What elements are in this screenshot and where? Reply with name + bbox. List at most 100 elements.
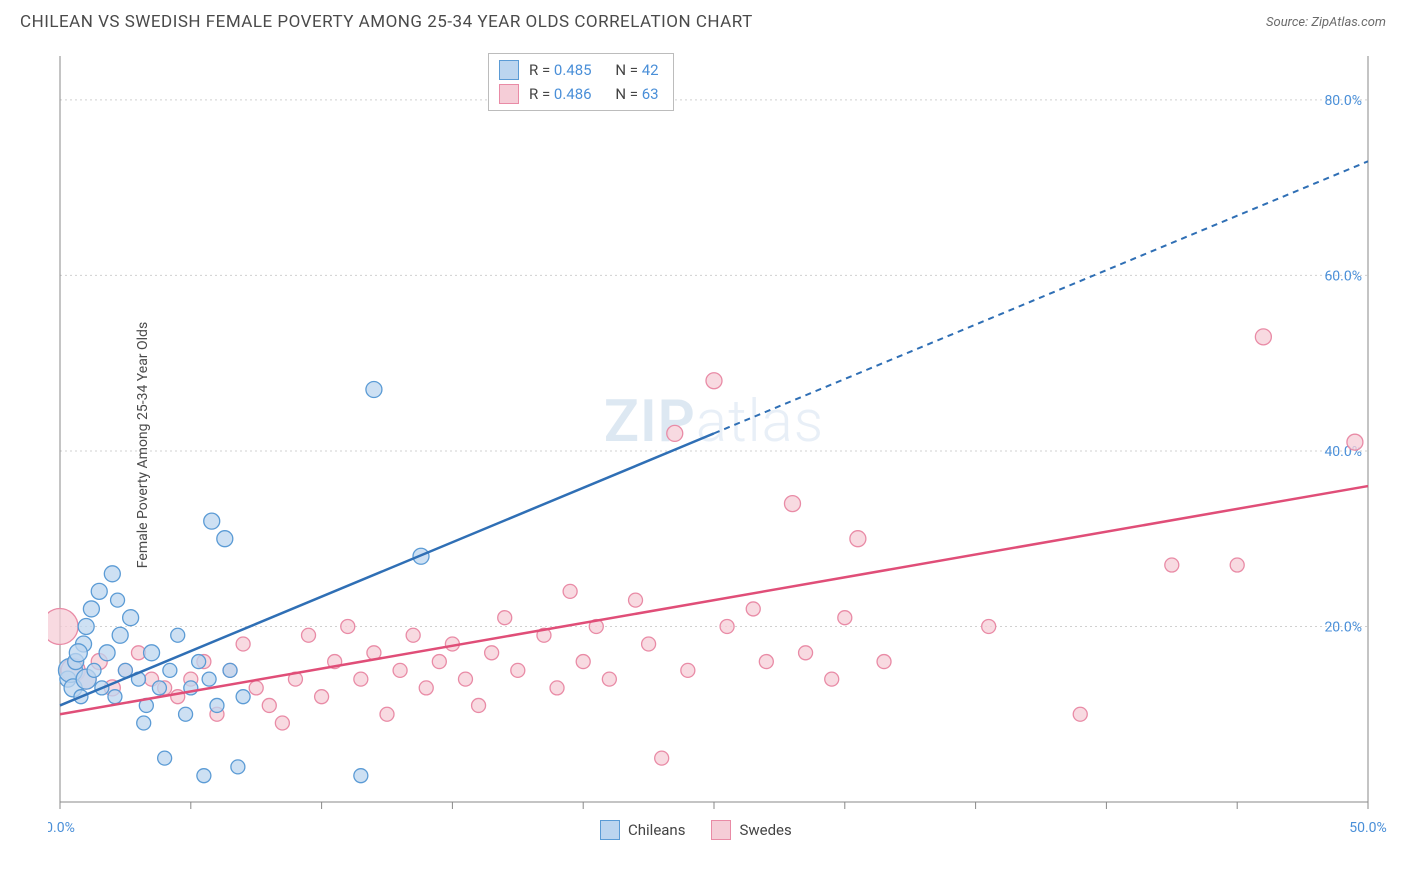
data-point <box>655 751 669 765</box>
data-point <box>1255 329 1271 345</box>
data-point <box>315 690 329 704</box>
stat-r-value: 0.486 <box>554 85 592 103</box>
data-point <box>1165 558 1179 572</box>
stat-n-label: N = 63 <box>615 82 658 106</box>
data-point <box>784 496 800 512</box>
data-point <box>825 672 839 686</box>
data-point <box>104 566 120 582</box>
data-point <box>706 373 722 389</box>
legend-label: Swedes <box>739 821 791 839</box>
data-point <box>108 690 122 704</box>
data-point <box>406 628 420 642</box>
chart-title: CHILEAN VS SWEDISH FEMALE POVERTY AMONG … <box>20 12 753 32</box>
data-point <box>163 663 177 677</box>
data-point <box>99 645 115 661</box>
stat-r-label: R = 0.486 <box>529 82 592 106</box>
stat-r-value: 0.485 <box>554 61 592 79</box>
stat-n-value: 42 <box>642 61 659 79</box>
data-point <box>380 707 394 721</box>
data-point <box>1347 434 1363 450</box>
data-point <box>393 663 407 677</box>
data-point <box>602 672 616 686</box>
data-point <box>746 602 760 616</box>
chart-container: Female Poverty Among 25-34 Year Olds 20.… <box>48 50 1388 840</box>
data-point <box>799 646 813 660</box>
data-point <box>759 655 773 669</box>
data-point <box>112 627 128 643</box>
data-point <box>472 698 486 712</box>
data-point <box>838 611 852 625</box>
data-point <box>629 593 643 607</box>
svg-text:50.0%: 50.0% <box>1349 820 1387 836</box>
data-point <box>236 690 250 704</box>
svg-text:20.0%: 20.0% <box>1324 619 1362 635</box>
trend-line <box>60 486 1368 714</box>
legend-item-swedes: Swedes <box>711 820 791 840</box>
scatter-chart: 20.0%40.0%60.0%80.0%ZIPatlas0.0%50.0% <box>48 50 1388 840</box>
svg-text:ZIPatlas: ZIPatlas <box>604 388 824 456</box>
data-point <box>275 716 289 730</box>
data-point <box>850 531 866 547</box>
stats-legend: R = 0.485 N = 42 R = 0.486 N = 63 <box>488 53 674 111</box>
data-point <box>204 513 220 529</box>
data-point <box>576 655 590 669</box>
data-point <box>152 681 166 695</box>
data-point <box>123 610 139 626</box>
data-point <box>217 531 233 547</box>
data-point <box>158 751 172 765</box>
svg-text:60.0%: 60.0% <box>1324 268 1362 284</box>
svg-text:0.0%: 0.0% <box>48 820 75 836</box>
data-point <box>498 611 512 625</box>
data-point <box>667 425 683 441</box>
trend-line <box>60 433 714 705</box>
data-point <box>1073 707 1087 721</box>
data-point <box>197 769 211 783</box>
data-point <box>179 707 193 721</box>
data-point <box>87 663 101 677</box>
data-point <box>262 698 276 712</box>
data-point <box>144 645 160 661</box>
data-point <box>432 655 446 669</box>
data-point <box>223 663 237 677</box>
stat-r-label: R = 0.485 <box>529 58 592 82</box>
data-point <box>419 681 433 695</box>
data-point <box>48 608 78 644</box>
data-point <box>210 698 224 712</box>
svg-text:80.0%: 80.0% <box>1324 93 1362 109</box>
stats-row-chileans: R = 0.485 N = 42 <box>499 58 659 82</box>
data-point <box>1230 558 1244 572</box>
data-point <box>877 655 891 669</box>
data-point <box>366 382 382 398</box>
source-attribution: Source: ZipAtlas.com <box>1266 15 1386 30</box>
data-point <box>231 760 245 774</box>
swatch-chileans <box>499 60 519 80</box>
data-point <box>485 646 499 660</box>
data-point <box>171 628 185 642</box>
data-point <box>982 619 996 633</box>
data-point <box>550 681 564 695</box>
data-point <box>192 655 206 669</box>
data-point <box>202 672 216 686</box>
swatch-chileans <box>600 820 620 840</box>
data-point <box>511 663 525 677</box>
data-point <box>137 716 151 730</box>
legend-label: Chileans <box>628 821 685 839</box>
data-point <box>111 593 125 607</box>
data-point <box>563 584 577 598</box>
data-point <box>341 619 355 633</box>
data-point <box>720 619 734 633</box>
stat-n-value: 63 <box>642 85 659 103</box>
legend-item-chileans: Chileans <box>600 820 685 840</box>
data-point <box>78 618 94 634</box>
data-point <box>354 769 368 783</box>
data-point <box>354 672 368 686</box>
data-point <box>83 601 99 617</box>
series-legend: Chileans Swedes <box>600 820 792 840</box>
data-point <box>302 628 316 642</box>
data-point <box>69 644 87 662</box>
data-point <box>458 672 472 686</box>
data-point <box>236 637 250 651</box>
y-axis-label: Female Poverty Among 25-34 Year Olds <box>135 322 151 568</box>
swatch-swedes <box>711 820 731 840</box>
data-point <box>681 663 695 677</box>
